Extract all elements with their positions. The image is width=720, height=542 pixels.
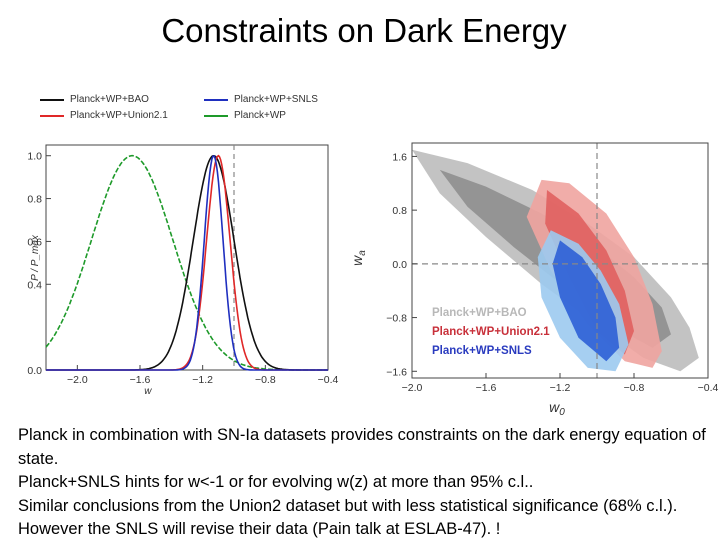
x-tick-label: −1.2 xyxy=(192,374,213,386)
x-axis-label: w xyxy=(144,386,152,397)
contour-legend-label: Planck+WP+BAO xyxy=(432,307,527,319)
series-line xyxy=(46,155,328,371)
x-tick-label: −1.2 xyxy=(550,382,571,394)
note-line: Planck+SNLS hints for w<-1 or for evolvi… xyxy=(18,473,534,491)
contour-region xyxy=(552,240,620,362)
y-tick-label: 1.0 xyxy=(27,151,42,163)
note-line: Planck in combination with SN-Ia dataset… xyxy=(18,426,706,468)
x-tick-label: −0.4 xyxy=(698,382,719,394)
x-tick-label: −0.8 xyxy=(255,374,276,386)
legend-label: Planck+WP+Union2.1 xyxy=(70,110,168,121)
legend-item: Planck+WP+SNLS xyxy=(204,94,318,105)
series-line xyxy=(45,154,328,371)
x-axis-label-main: w xyxy=(549,399,560,415)
x-tick-label: −2.0 xyxy=(402,382,423,394)
y-tick-label: −1.6 xyxy=(386,366,407,378)
x-axis-label: w0 xyxy=(549,399,565,418)
x-tick-label: −1.6 xyxy=(130,374,151,386)
legend-label: Planck+WP xyxy=(234,110,286,121)
contour-legend-label: Planck+WP+SNLS xyxy=(432,345,532,357)
legend-swatch xyxy=(40,98,64,101)
y-tick-label: 1.6 xyxy=(392,151,407,163)
y-tick-label: 0.8 xyxy=(27,194,42,206)
x-tick-label: −0.8 xyxy=(624,382,645,394)
y-tick-label: 0.0 xyxy=(392,259,407,271)
y-tick-label: 0.6 xyxy=(27,236,42,248)
legend-item: Planck+WP+Union2.1 xyxy=(40,110,168,121)
y-axis-label-main: w xyxy=(349,255,365,266)
y-axis-label: P / P_max xyxy=(30,234,41,281)
contour-legend-label: Planck+WP+Union2.1 xyxy=(432,326,550,338)
legend-item: Planck+WP+BAO xyxy=(40,94,149,105)
legend-item: Planck+WP xyxy=(204,110,286,121)
legend-swatch xyxy=(204,98,228,101)
x-axis-label-sub: 0 xyxy=(559,407,565,418)
x-tick-label: −2.0 xyxy=(67,374,88,386)
x-tick-label: −0.4 xyxy=(318,374,339,386)
notes: Planck in combination with SN-Ia dataset… xyxy=(18,424,708,542)
y-tick-label: 0.4 xyxy=(27,279,42,291)
slide-title: Constraints on Dark Energy xyxy=(161,12,567,49)
legend-swatch xyxy=(40,114,64,117)
y-tick-label: 0.0 xyxy=(27,365,42,377)
legend-label: Planck+WP+SNLS xyxy=(234,94,318,105)
contour-group xyxy=(412,149,699,372)
legend: Planck+WP+BAO Planck+WP+SNLS Planck+WP+U… xyxy=(30,88,360,126)
legend-label: Planck+WP+BAO xyxy=(70,94,149,105)
y-axis-label: wa xyxy=(349,250,368,266)
x-tick-label: −1.6 xyxy=(476,382,497,394)
y-tick-label: 0.8 xyxy=(392,205,407,217)
note-line: Similar conclusions from the Union2 data… xyxy=(18,496,678,539)
legend-swatch xyxy=(204,114,228,117)
plot-frame xyxy=(45,144,329,371)
y-axis-label-sub: a xyxy=(357,250,368,256)
y-tick-label: −0.8 xyxy=(386,313,407,325)
